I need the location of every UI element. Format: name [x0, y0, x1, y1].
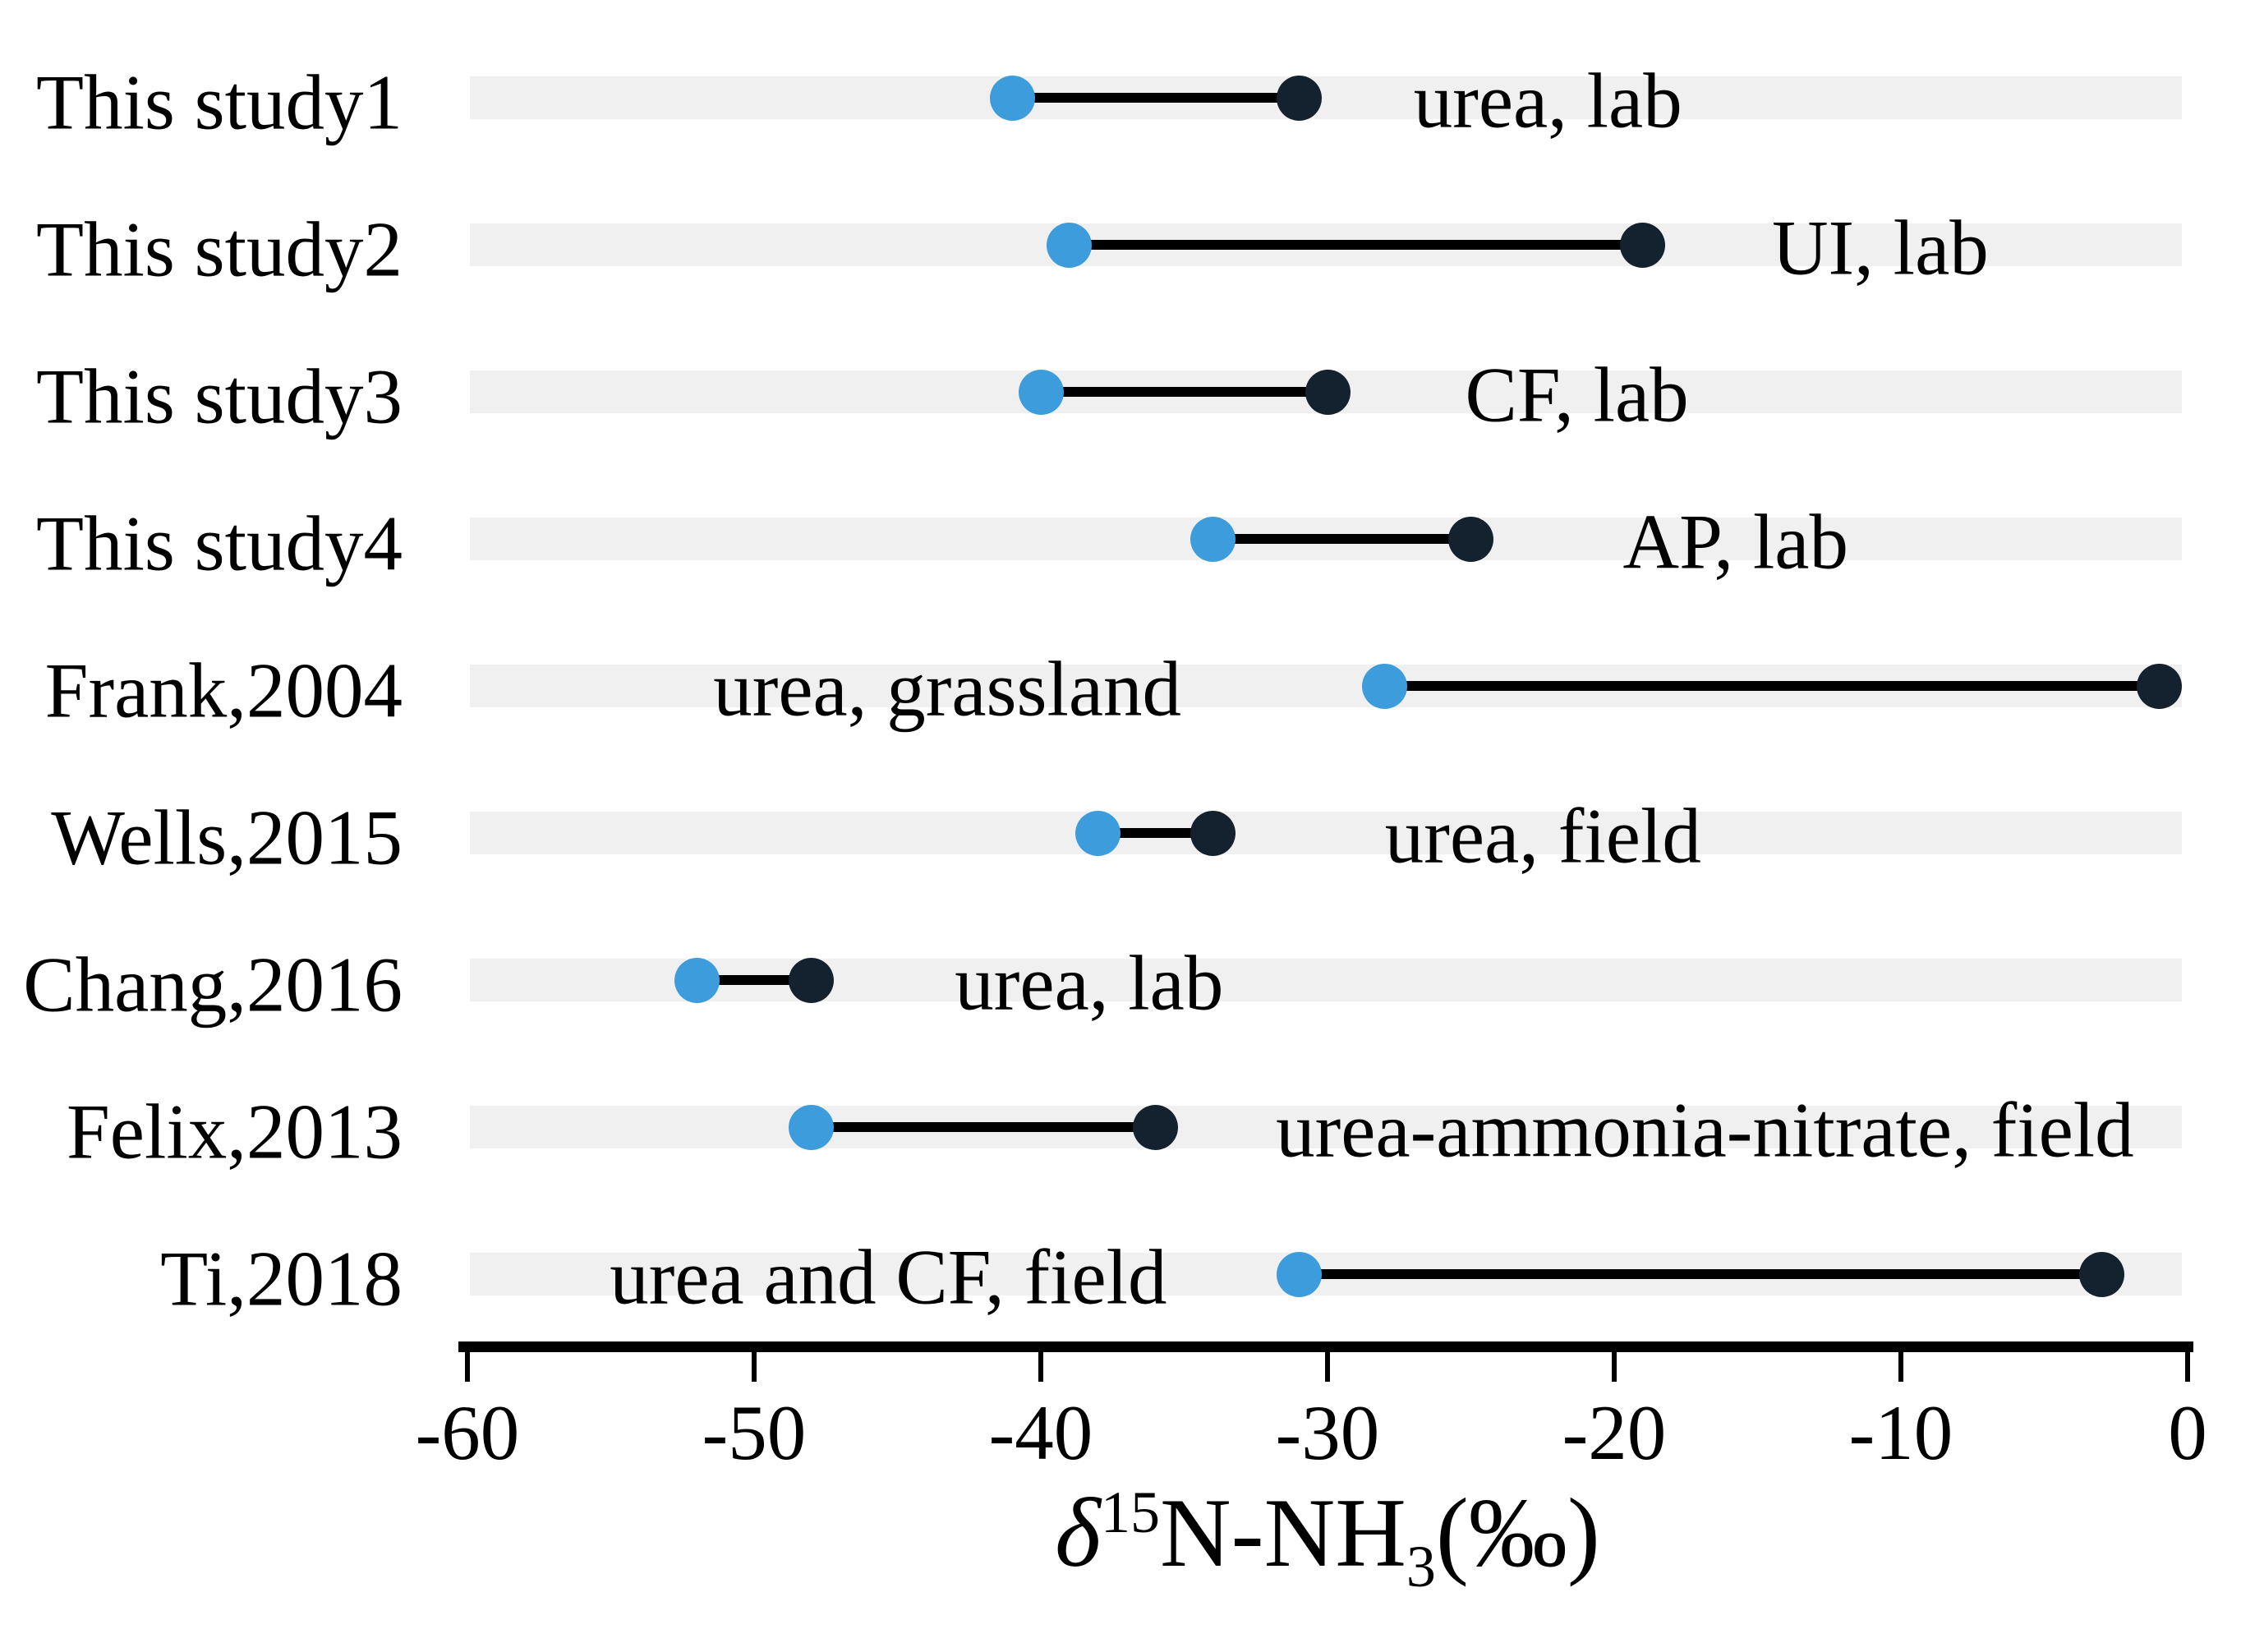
- range-connector: [1012, 93, 1300, 103]
- range-connector: [811, 1122, 1156, 1132]
- study-label: This study3: [35, 352, 403, 440]
- max-value-dot: [789, 957, 835, 1003]
- min-value-dot: [1362, 663, 1408, 709]
- range-connector: [1299, 1269, 2102, 1279]
- x-axis-tick-mark: [465, 1351, 470, 1382]
- row-band: [470, 812, 2182, 854]
- x-axis-tick-label: -50: [702, 1389, 807, 1476]
- study-label: This study1: [35, 58, 403, 146]
- x-axis-tick-label: -30: [1275, 1389, 1380, 1476]
- x-axis-tick-label: -60: [415, 1389, 520, 1476]
- x-axis-tick-mark: [752, 1351, 757, 1382]
- fertilizer-annotation: urea, lab: [955, 939, 1224, 1027]
- max-value-dot: [1190, 810, 1236, 856]
- x-axis-tick-label: -40: [988, 1389, 1093, 1476]
- x-axis-tick-mark: [1038, 1351, 1043, 1382]
- range-connector: [1041, 387, 1328, 397]
- max-value-dot: [1276, 75, 1322, 121]
- range-connector: [697, 975, 812, 985]
- min-value-dot: [674, 957, 720, 1003]
- fertilizer-annotation: CF, lab: [1465, 351, 1689, 439]
- range-connector: [1097, 828, 1213, 838]
- study-label: This study4: [35, 499, 403, 587]
- row-band: [470, 76, 2182, 119]
- fertilizer-annotation: urea and CF, field: [610, 1233, 1167, 1321]
- fertilizer-annotation: urea-ammonia-nitrate, field: [1276, 1086, 2134, 1174]
- axis-title-subscript: 3: [1406, 1534, 1436, 1599]
- x-axis-tick-label: 0: [2168, 1389, 2207, 1476]
- x-axis-tick-mark: [1612, 1351, 1617, 1382]
- x-axis-tick-label: -20: [1562, 1389, 1667, 1476]
- x-axis-title: δ15N-NH3(‰): [1055, 1479, 1600, 1599]
- range-connector: [1384, 681, 2160, 691]
- fertilizer-annotation: urea, grassland: [713, 645, 1182, 733]
- row-band: [470, 1106, 2182, 1148]
- study-label: This study2: [35, 205, 403, 293]
- min-value-dot: [1276, 1251, 1322, 1297]
- min-value-dot: [1047, 222, 1093, 268]
- max-value-dot: [2136, 663, 2182, 709]
- max-value-dot: [2078, 1251, 2124, 1297]
- max-value-dot: [1133, 1104, 1179, 1150]
- min-value-dot: [1190, 516, 1236, 562]
- study-label: Felix,2013: [66, 1088, 403, 1176]
- study-label: Wells,2015: [51, 794, 403, 881]
- x-axis-tick-mark: [1898, 1351, 1903, 1382]
- range-connector: [1069, 240, 1643, 250]
- axis-title-superscript: 15: [1100, 1479, 1160, 1545]
- fertilizer-annotation: urea, lab: [1413, 57, 1682, 145]
- study-label: Chang,2016: [23, 941, 403, 1028]
- min-value-dot: [989, 75, 1035, 121]
- axis-title-delta: δ: [1055, 1478, 1101, 1587]
- max-value-dot: [1305, 369, 1351, 415]
- min-value-dot: [1018, 369, 1064, 415]
- x-axis-line: [458, 1341, 2193, 1352]
- x-axis-tick-mark: [2185, 1351, 2190, 1382]
- study-label: Frank,2004: [44, 647, 403, 734]
- range-connector: [1213, 534, 1471, 544]
- max-value-dot: [1448, 516, 1493, 562]
- fertilizer-annotation: UI, lab: [1771, 204, 1989, 292]
- axis-title-unit: (‰): [1435, 1478, 1600, 1587]
- study-label: Ti,2018: [160, 1235, 403, 1323]
- fertilizer-annotation: urea, field: [1384, 792, 1701, 880]
- x-axis-tick-label: -10: [1848, 1389, 1953, 1476]
- x-axis-tick-mark: [1325, 1351, 1330, 1382]
- axis-title-mid: N-NH: [1159, 1478, 1406, 1587]
- min-value-dot: [789, 1104, 835, 1150]
- max-value-dot: [1620, 222, 1666, 268]
- fertilizer-annotation: AP, lab: [1622, 498, 1848, 586]
- min-value-dot: [1075, 810, 1121, 856]
